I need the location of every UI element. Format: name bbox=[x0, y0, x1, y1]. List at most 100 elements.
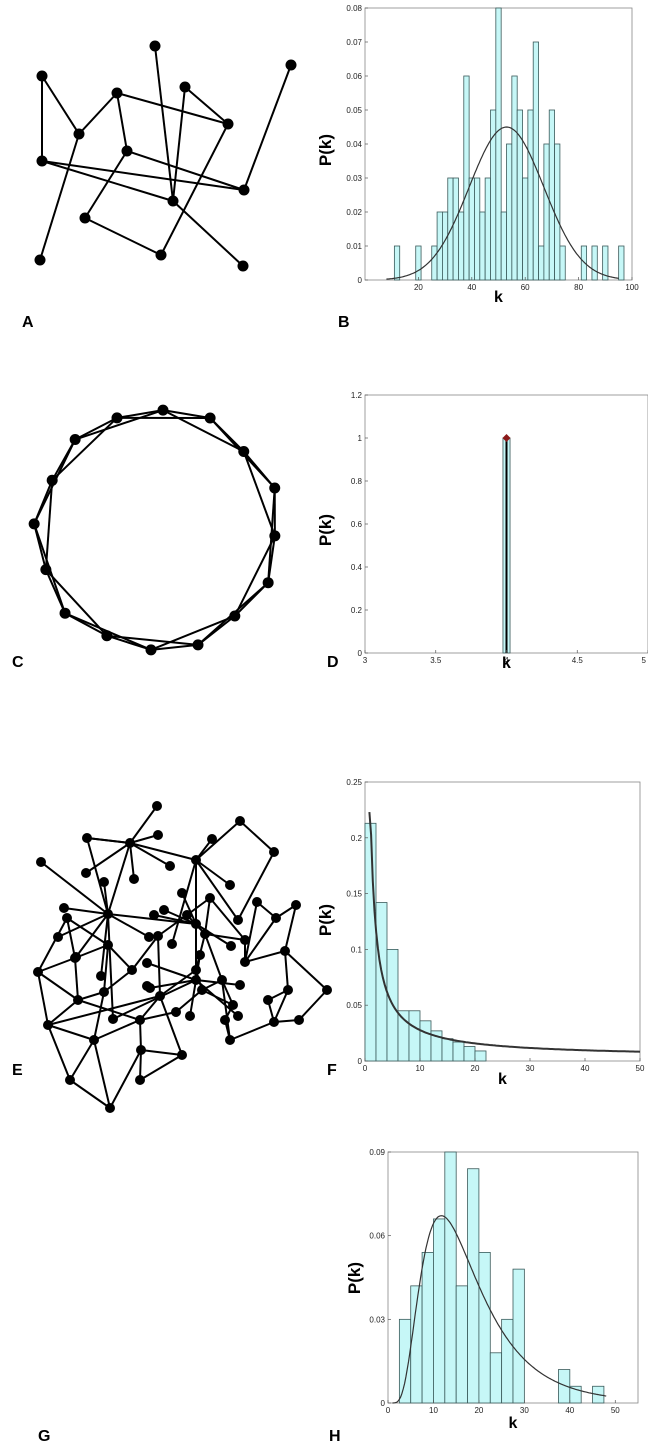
histogram-bar bbox=[455, 1285, 468, 1404]
network-node bbox=[322, 985, 332, 995]
network-node bbox=[111, 87, 123, 99]
network-node bbox=[65, 1075, 75, 1085]
network-edge bbox=[126, 150, 245, 191]
panel-label-g: G bbox=[38, 1428, 50, 1445]
network-edge bbox=[284, 950, 328, 991]
y-tick-label: 0.08 bbox=[346, 4, 362, 13]
network-edge bbox=[139, 995, 161, 1021]
x-axis-label: k bbox=[498, 1071, 507, 1088]
network-edge bbox=[195, 859, 239, 921]
y-axis-label: P(k) bbox=[345, 1262, 364, 1294]
network-node bbox=[197, 985, 207, 995]
network-edge bbox=[139, 1011, 177, 1021]
network-edge bbox=[153, 914, 197, 925]
network-node bbox=[233, 1011, 243, 1021]
histogram-bar bbox=[444, 1151, 457, 1404]
network-node bbox=[177, 1050, 187, 1060]
network-edge bbox=[160, 123, 229, 256]
network-node bbox=[103, 940, 113, 950]
network-node bbox=[101, 630, 113, 642]
network-node bbox=[149, 40, 161, 52]
network-node bbox=[136, 1045, 146, 1055]
network-node bbox=[262, 577, 274, 589]
network-edge bbox=[139, 1019, 142, 1051]
histogram-bar bbox=[433, 1218, 446, 1404]
histogram-bar bbox=[468, 177, 475, 281]
network-node bbox=[263, 995, 273, 1005]
network-node bbox=[185, 1011, 195, 1021]
x-axis-label: k bbox=[509, 1415, 518, 1432]
network-edge bbox=[140, 1049, 183, 1056]
network-edge bbox=[157, 914, 188, 937]
y-tick-label: 0.06 bbox=[346, 72, 362, 81]
network-node bbox=[167, 195, 179, 207]
y-tick-label: 0.25 bbox=[346, 778, 362, 787]
network-node bbox=[34, 254, 46, 266]
network-edge bbox=[112, 979, 197, 1020]
network-node bbox=[240, 957, 250, 967]
network-edge bbox=[139, 1054, 183, 1081]
network-edge bbox=[181, 892, 197, 925]
network-edge bbox=[41, 160, 174, 202]
network-edge bbox=[66, 917, 109, 946]
network-node bbox=[144, 932, 154, 942]
network-edge bbox=[37, 917, 68, 973]
network-node bbox=[228, 1000, 238, 1010]
network-node bbox=[165, 861, 175, 871]
network-edge bbox=[78, 92, 118, 135]
network-node bbox=[240, 935, 250, 945]
network-edge bbox=[229, 1021, 275, 1041]
histogram-bar bbox=[474, 1050, 487, 1062]
network-node bbox=[229, 610, 241, 622]
x-tick-label: 3.5 bbox=[430, 656, 442, 665]
network-edge bbox=[69, 1079, 111, 1109]
network-node bbox=[238, 446, 250, 458]
network-edge bbox=[107, 913, 114, 1020]
network-edge bbox=[204, 933, 246, 941]
network-edge bbox=[63, 907, 109, 915]
network-node bbox=[43, 1020, 53, 1030]
histogram-bar bbox=[538, 245, 545, 281]
network-edge bbox=[150, 643, 199, 651]
network-edge bbox=[129, 842, 135, 880]
network-node bbox=[121, 145, 133, 157]
network-node bbox=[157, 404, 169, 416]
y-tick-label: 0.06 bbox=[369, 1232, 385, 1241]
network-edge bbox=[243, 64, 292, 191]
network-edge bbox=[45, 568, 108, 637]
histogram-bar bbox=[467, 1168, 480, 1404]
histogram-bar bbox=[511, 75, 518, 281]
network-node bbox=[191, 965, 201, 975]
histogram-bar bbox=[463, 75, 470, 281]
network-edge bbox=[273, 989, 289, 1023]
histogram-bar bbox=[452, 177, 459, 281]
histogram-bar bbox=[474, 177, 481, 281]
y-axis-label: P(k) bbox=[316, 904, 335, 936]
degree-distribution-chart-d: 3 3.5 4 4.5 5 0 0.2 0.4 0.6 0.8 1 1.2 k P(k) bbox=[316, 391, 648, 672]
network-node bbox=[167, 939, 177, 949]
network-node bbox=[99, 987, 109, 997]
network-node bbox=[182, 910, 192, 920]
histogram-bar bbox=[532, 41, 539, 281]
network-edge bbox=[171, 859, 197, 945]
network-edge bbox=[163, 909, 197, 925]
histogram-bar bbox=[419, 1020, 432, 1062]
x-tick-label: 10 bbox=[429, 1406, 438, 1415]
network-node bbox=[142, 981, 152, 991]
network-edge bbox=[37, 971, 49, 1026]
network-node bbox=[108, 1014, 118, 1024]
x-tick-label: 0 bbox=[386, 1406, 391, 1415]
network-edge bbox=[172, 200, 244, 267]
x-tick-label: 40 bbox=[467, 283, 476, 292]
panel-label-b: B bbox=[338, 314, 350, 331]
network-edge bbox=[159, 995, 183, 1056]
network-edge bbox=[116, 92, 229, 125]
histogram-bar bbox=[484, 177, 491, 281]
network-node bbox=[225, 880, 235, 890]
network-node bbox=[235, 980, 245, 990]
x-tick-label: 40 bbox=[565, 1406, 574, 1415]
histogram-bar bbox=[602, 245, 609, 281]
x-tick-label: 20 bbox=[414, 283, 423, 292]
network-node bbox=[153, 931, 163, 941]
network-node bbox=[285, 59, 297, 71]
